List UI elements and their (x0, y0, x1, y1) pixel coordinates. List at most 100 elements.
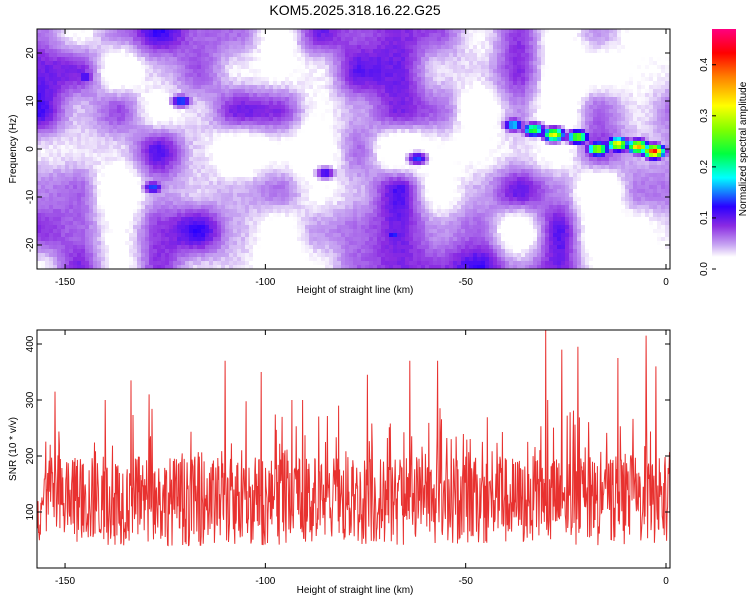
heatmap-cell (117, 29, 122, 34)
heatmap-cell (509, 61, 514, 66)
heatmap-cell (201, 93, 206, 98)
heatmap-cell (521, 57, 526, 62)
heatmap-cell (573, 141, 578, 146)
heatmap-cell (281, 125, 286, 130)
heatmap-cell (137, 105, 142, 110)
heatmap-cell (277, 149, 282, 154)
heatmap-cell (313, 49, 318, 54)
heatmap-cell (497, 69, 502, 74)
heatmap-cell (85, 137, 90, 142)
heatmap-cell (269, 49, 274, 54)
heatmap-cell (221, 85, 226, 90)
heatmap-cell (601, 61, 606, 66)
heatmap-cell (341, 45, 346, 50)
heatmap-cell (429, 117, 434, 122)
heatmap-cell (305, 97, 310, 102)
heatmap-cell (329, 37, 334, 42)
heatmap-cell (225, 73, 230, 78)
heatmap-cell (357, 121, 362, 126)
heatmap-cell (57, 73, 62, 78)
heatmap-cell (461, 61, 466, 66)
heatmap-cell (461, 85, 466, 90)
heatmap-cell (241, 85, 246, 90)
heatmap-cell (405, 53, 410, 58)
heatmap-cell (45, 89, 50, 94)
heatmap-cell (473, 65, 478, 70)
heatmap-cell (649, 93, 654, 98)
heatmap-cell (513, 113, 518, 118)
heatmap-cell (641, 149, 646, 154)
heatmap-cell (241, 145, 246, 150)
heatmap-cell (577, 81, 582, 86)
heatmap-cell (217, 137, 222, 142)
heatmap-cell (401, 29, 406, 34)
heatmap-cell (105, 73, 110, 78)
heatmap-cell (521, 69, 526, 74)
heatmap-cell (329, 93, 334, 98)
heatmap-cell (237, 141, 242, 146)
heatmap-cell (621, 37, 626, 42)
heatmap-cell (345, 97, 350, 102)
heatmap-cell (273, 45, 278, 50)
heatmap-cell (117, 37, 122, 42)
heatmap-cell (397, 33, 402, 38)
heatmap-cell (165, 57, 170, 62)
heatmap-cell (357, 89, 362, 94)
heatmap-cell (645, 53, 650, 58)
heatmap-cell (81, 37, 86, 42)
heatmap-cell (249, 53, 254, 58)
heatmap-cell (205, 77, 210, 82)
heatmap-cell (229, 117, 234, 122)
heatmap-cell (369, 57, 374, 62)
heatmap-cell (481, 77, 486, 82)
heatmap-cell (101, 45, 106, 50)
heatmap-cell (325, 93, 330, 98)
heatmap-cell (529, 145, 534, 150)
heatmap-cell (565, 137, 570, 142)
heatmap-cell (637, 29, 642, 34)
heatmap-cell (657, 125, 662, 130)
heatmap-cell (61, 145, 66, 150)
heatmap-cell (169, 137, 174, 142)
heatmap-cell (317, 41, 322, 46)
heatmap-cell (521, 61, 526, 66)
heatmap-cell (337, 141, 342, 146)
heatmap-cell (397, 149, 402, 154)
heatmap-cell (197, 61, 202, 66)
heatmap-cell (533, 145, 538, 150)
heatmap-cell (53, 117, 58, 122)
heatmap-cell (545, 29, 550, 34)
heatmap-cell (577, 125, 582, 130)
heatmap-cell (317, 129, 322, 134)
heatmap-cell (353, 97, 358, 102)
heatmap-cell (317, 101, 322, 106)
heatmap-cell (645, 37, 650, 42)
heatmap-cell (185, 137, 190, 142)
heatmap-cell (593, 121, 598, 126)
heatmap-cell (277, 81, 282, 86)
heatmap-cell (193, 61, 198, 66)
heatmap-cell (381, 117, 386, 122)
heatmap-cell (389, 53, 394, 58)
heatmap-cell (109, 73, 114, 78)
heatmap-cell (97, 53, 102, 58)
heatmap-cell (409, 109, 414, 114)
heatmap-cell (257, 29, 262, 34)
heatmap-cell (173, 77, 178, 82)
heatmap-cell (121, 117, 126, 122)
heatmap-cell (617, 41, 622, 46)
heatmap-cell (341, 125, 346, 130)
heatmap-cell (537, 33, 542, 38)
heatmap-cell (45, 125, 50, 130)
heatmap-cell (609, 37, 614, 42)
heatmap-cell (373, 141, 378, 146)
heatmap-cell (597, 65, 602, 70)
heatmap-cell (505, 121, 510, 126)
heatmap-cell (493, 53, 498, 58)
heatmap-cell (89, 41, 94, 46)
heatmap-cell (621, 33, 626, 38)
heatmap-cell (453, 121, 458, 126)
heatmap-cell (537, 85, 542, 90)
heatmap-cell (249, 73, 254, 78)
heatmap-cell (281, 29, 286, 34)
